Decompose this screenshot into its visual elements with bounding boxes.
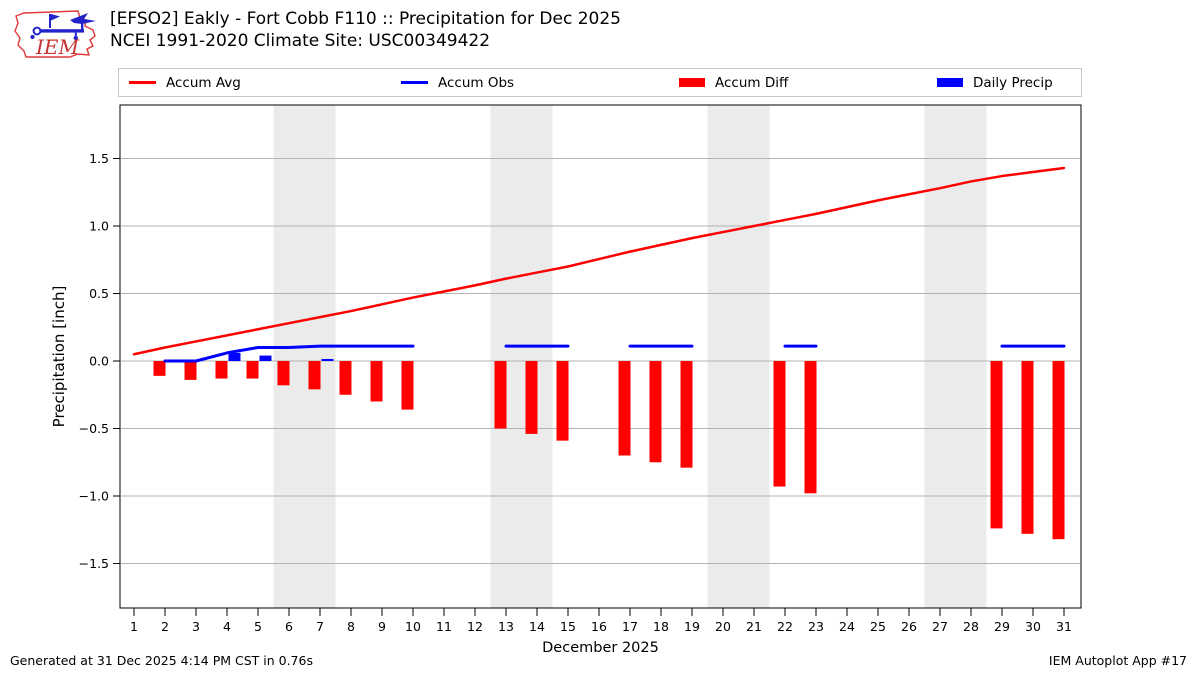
weekend-band	[490, 105, 553, 608]
accum-diff-bar	[401, 361, 414, 410]
x-tick-label: 17	[622, 619, 638, 634]
app-reference: IEM Autoplot App #17	[1048, 653, 1187, 668]
title-block: [EFSO2] Eakly - Fort Cobb F110 :: Precip…	[110, 8, 1110, 52]
y-axis-label: Precipitation [inch]	[50, 286, 68, 428]
page-title: [EFSO2] Eakly - Fort Cobb F110 :: Precip…	[110, 9, 621, 29]
y-tick-label: 1.0	[89, 219, 109, 234]
generated-timestamp: Generated at 31 Dec 2025 4:14 PM CST in …	[10, 653, 313, 668]
x-tick-label: 30	[1025, 619, 1041, 634]
accum-diff-bar	[246, 361, 259, 379]
accum-diff-bar	[370, 361, 383, 402]
x-tick-label: 21	[746, 619, 762, 634]
accum-avg-line	[132, 166, 1066, 356]
y-tick-label: 0.5	[89, 286, 109, 301]
x-tick-label: 25	[870, 619, 886, 634]
y-tick-label: −0.5	[79, 421, 109, 436]
accum-diff-bar	[556, 361, 569, 441]
x-tick-label: 2	[161, 619, 169, 634]
y-tick-label: 1.5	[89, 151, 109, 166]
legend: Accum Avg Accum Obs Accum Diff Daily Pre…	[118, 68, 1082, 97]
x-tick-label: 26	[901, 619, 917, 634]
x-tick-label: 5	[254, 619, 262, 634]
x-tick-label: 23	[808, 619, 824, 634]
x-tick-label: 28	[963, 619, 979, 634]
x-tick-label: 16	[591, 619, 607, 634]
page-subtitle: NCEI 1991-2020 Climate Site: USC00349422	[110, 31, 491, 51]
x-tick-label: 10	[405, 619, 421, 634]
x-axis-label: December 2025	[542, 640, 659, 656]
legend-item-accum-avg: Accum Avg	[129, 69, 241, 96]
weekend-band	[707, 105, 770, 608]
accum-obs-line-segment	[163, 344, 415, 363]
legend-label: Daily Precip	[973, 74, 1053, 91]
accum-diff-bar	[184, 361, 197, 380]
legend-item-daily-precip: Daily Precip	[937, 69, 1053, 96]
accum-obs-line-swatch	[401, 81, 428, 84]
iem-logo-text: IEM	[35, 35, 80, 59]
accum-diff-bar	[525, 361, 538, 434]
y-tick-label: −1.5	[79, 556, 109, 571]
x-tick-label: 9	[378, 619, 386, 634]
x-tick-label: 18	[653, 619, 669, 634]
legend-item-accum-diff: Accum Diff	[679, 69, 788, 96]
accum-diff-bar	[618, 361, 631, 456]
accum-diff-bar	[773, 361, 786, 487]
y-tick-label: −1.0	[79, 489, 109, 504]
weather-vane-icon	[30, 13, 96, 41]
weekend-band	[273, 105, 336, 608]
accum-diff-bar	[494, 361, 507, 429]
accum-diff-bar	[1052, 361, 1065, 540]
accum-diff-bar	[649, 361, 662, 463]
x-tick-label: 11	[436, 619, 452, 634]
header: IEM	[10, 6, 112, 62]
x-tick-label: 22	[777, 619, 793, 634]
accum-diff-bar	[153, 361, 166, 376]
daily-precip-box-swatch	[937, 78, 963, 87]
plot-border	[119, 104, 1082, 609]
accum-diff-bar	[277, 361, 290, 386]
x-tick-label: 20	[715, 619, 731, 634]
accum-diff-bar	[308, 361, 321, 390]
accum-diff-bar	[215, 361, 228, 379]
x-tick-label: 29	[994, 619, 1010, 634]
accum-diff-box-swatch	[679, 78, 705, 87]
y-tick-label: 0.0	[89, 354, 109, 369]
accum-diff-bar	[804, 361, 817, 494]
x-tick-label: 4	[223, 619, 231, 634]
accum-diff-bar	[339, 361, 352, 395]
x-tick-label: 24	[839, 619, 855, 634]
x-tick-label: 27	[932, 619, 948, 634]
x-tick-label: 13	[498, 619, 514, 634]
x-tick-label: 14	[529, 619, 545, 634]
daily-precip-bar	[228, 352, 241, 361]
legend-label: Accum Diff	[715, 74, 789, 91]
daily-precip-bar	[321, 358, 334, 361]
accum-diff-bar	[1021, 361, 1034, 534]
x-tick-label: 7	[316, 619, 324, 634]
x-tick-label: 19	[684, 619, 700, 634]
x-tick-label: 6	[285, 619, 293, 634]
legend-item-accum-obs: Accum Obs	[401, 69, 514, 96]
x-tick-label: 1	[130, 619, 138, 634]
accum-diff-bar	[990, 361, 1003, 529]
daily-precip-bar	[259, 355, 272, 361]
x-tick-label: 12	[467, 619, 483, 634]
x-tick-label: 8	[347, 619, 355, 634]
x-tick-label: 15	[560, 619, 576, 634]
x-tick-label: 3	[192, 619, 200, 634]
iem-logo: IEM	[14, 10, 96, 59]
accum-diff-bar	[680, 361, 693, 468]
x-tick-label: 31	[1056, 619, 1072, 634]
accum-avg-line-swatch	[129, 81, 156, 84]
legend-label: Accum Avg	[166, 74, 241, 91]
legend-label: Accum Obs	[438, 74, 515, 91]
